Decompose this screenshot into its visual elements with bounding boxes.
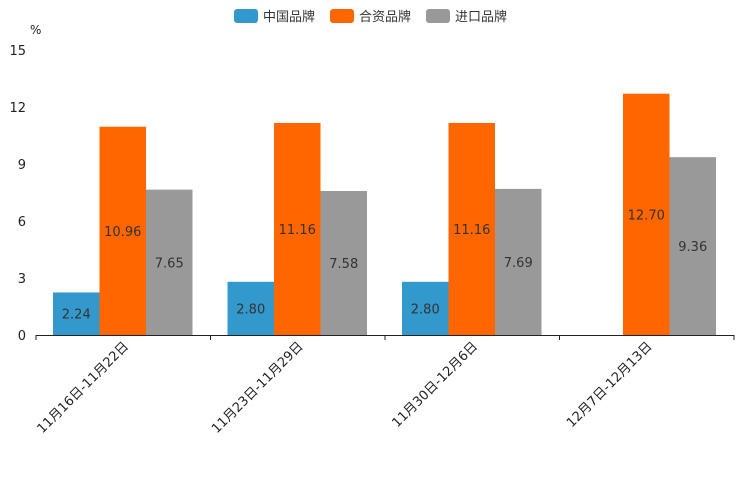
- bar-value-label: 11.16: [453, 223, 490, 238]
- bar-value-label: 10.96: [104, 225, 141, 240]
- y-axis: 0 3 6 9 12 15: [9, 44, 26, 344]
- x-axis: 11月16日-11月22日 11月23日-11月29日 11月30日-12月6日 12…: [35, 335, 735, 437]
- y-tick-label: 15: [9, 44, 26, 59]
- y-tick-label: 9: [18, 158, 26, 173]
- x-category-label: 12月7日-12月13日: [564, 339, 656, 431]
- bar-value-label: 2.80: [411, 302, 440, 317]
- x-category-label: 11月30日-12月6日: [389, 339, 481, 431]
- bar-value-label: 9.36: [678, 240, 707, 255]
- bar-3-2[interactable]: [320, 190, 368, 335]
- bar-2-3[interactable]: [448, 122, 496, 336]
- legend-swatch-3[interactable]: [426, 9, 450, 23]
- x-category-label: 11月23日-11月29日: [209, 339, 306, 436]
- y-axis-unit-label: %: [30, 23, 41, 37]
- bar-value-label: 2.80: [236, 302, 265, 317]
- bar-3-1[interactable]: [146, 189, 193, 335]
- bar-2-2[interactable]: [274, 122, 321, 336]
- bar-2-1[interactable]: [99, 126, 147, 335]
- bar-3-3[interactable]: [495, 188, 542, 335]
- legend-swatch-1[interactable]: [234, 9, 258, 23]
- bar-1-3[interactable]: [402, 281, 449, 335]
- bar-value-label: 7.58: [329, 257, 358, 272]
- legend-label-3[interactable]: 进口品牌: [455, 9, 507, 25]
- bar-2-4[interactable]: [623, 93, 670, 335]
- bar-value-label: 2.24: [62, 308, 91, 323]
- y-tick-label: 12: [9, 101, 26, 116]
- chart-legend: 中国品牌 合资品牌 进口品牌: [234, 9, 507, 25]
- bar-value-label: 7.65: [155, 256, 184, 271]
- bar-value-label: 12.70: [628, 208, 665, 223]
- bar-1-1[interactable]: [53, 292, 100, 335]
- bar-1-2[interactable]: [227, 281, 275, 335]
- bar-value-label: 7.69: [504, 256, 533, 271]
- bar-3-4[interactable]: [669, 157, 717, 335]
- y-tick-label: 0: [18, 329, 26, 344]
- legend-swatch-2[interactable]: [330, 9, 354, 23]
- bar-value-label: 11.16: [279, 223, 316, 238]
- bar-series-group: 2.24 10.96 7.65 2.80 11.16 7.58 2.80 11.16 7.69 1…: [53, 93, 717, 336]
- x-category-label: 11月16日-11月22日: [35, 339, 132, 436]
- y-tick-label: 3: [18, 272, 26, 287]
- y-tick-label: 6: [18, 215, 26, 230]
- legend-label-2[interactable]: 合资品牌: [359, 9, 411, 25]
- legend-label-1[interactable]: 中国品牌: [263, 9, 315, 25]
